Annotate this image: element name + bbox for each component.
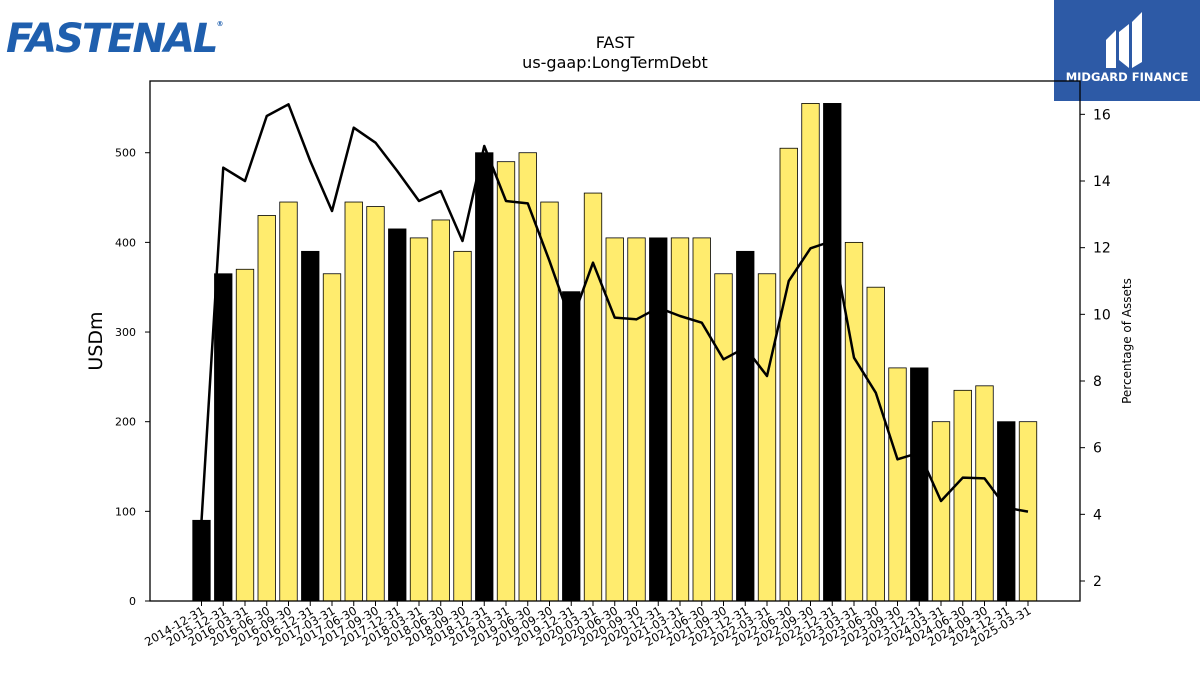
bar: [235, 268, 255, 602]
bar: [844, 241, 864, 602]
percentage-line: [200, 103, 1029, 522]
bar: [757, 273, 777, 602]
bar: [496, 161, 516, 602]
bar: [192, 519, 211, 602]
bar: [975, 385, 994, 602]
y-tick-label: 0: [129, 595, 136, 608]
y2-tick-label: 10: [1093, 307, 1111, 323]
bar: [453, 250, 472, 602]
y2-tick-label: 14: [1093, 174, 1111, 190]
bar: [388, 228, 407, 602]
y2-tick-label: 12: [1093, 241, 1111, 257]
y2-tick-label: 16: [1093, 107, 1111, 123]
bar: [670, 237, 690, 602]
y-tick-label: 400: [115, 236, 136, 249]
y-tick-label: 100: [115, 505, 136, 518]
bar: [888, 367, 907, 602]
bar: [823, 103, 842, 602]
bar: [409, 237, 429, 602]
bar: [627, 237, 646, 602]
bar: [692, 237, 711, 602]
bar: [605, 237, 624, 602]
y-tick-label: 200: [115, 416, 136, 429]
chart-subtitle: us-gaap:LongTermDebt: [522, 53, 708, 72]
bar: [431, 219, 450, 602]
bar: [583, 192, 603, 602]
bar: [322, 273, 342, 602]
y2-tick-label: 4: [1093, 507, 1102, 523]
bar: [997, 421, 1016, 602]
midgard-emblem-icon: [1106, 12, 1142, 68]
chart-title: FAST: [595, 33, 635, 52]
y-tick-label: 300: [115, 326, 136, 339]
bar: [779, 147, 798, 602]
bar: [801, 103, 820, 602]
bar: [366, 206, 385, 602]
bar: [910, 367, 929, 602]
bar: [344, 201, 363, 602]
midgard-finance-text: MIDGARD FINANCE: [1065, 70, 1189, 84]
bar: [475, 152, 494, 602]
y2-tick-label: 6: [1093, 441, 1102, 457]
bar: [931, 421, 951, 602]
bar: [279, 201, 298, 602]
y-axis-label: USDm: [85, 311, 107, 370]
bar: [866, 286, 885, 602]
bar: [736, 250, 755, 602]
y-tick-label: 500: [115, 147, 136, 160]
bar: [257, 215, 276, 602]
bar: [562, 291, 581, 602]
midgard-finance-logo: MIDGARD FINANCE: [1054, 0, 1200, 101]
bar: [214, 273, 233, 602]
y2-axis-label: Percentage of Assets: [1120, 278, 1134, 404]
bar: [649, 237, 668, 602]
fastenal-logo-text: FASTENAL: [6, 16, 218, 62]
bar: [714, 273, 733, 602]
y2-tick-label: 8: [1093, 374, 1102, 390]
bar: [953, 389, 972, 602]
fastenal-logo: FASTENAL®: [6, 16, 224, 62]
y2-tick-label: 2: [1093, 574, 1102, 590]
bar: [301, 250, 320, 602]
